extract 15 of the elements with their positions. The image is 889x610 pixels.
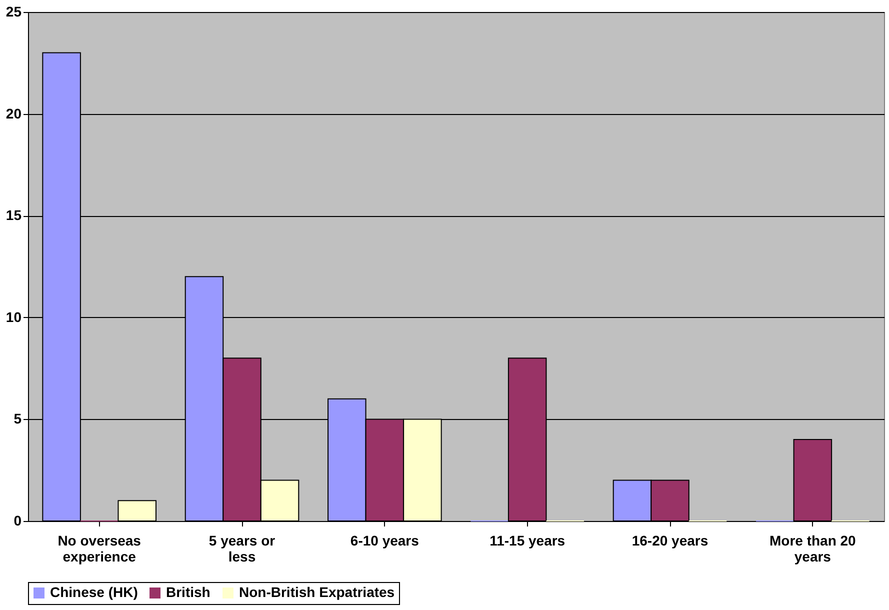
legend-label: British xyxy=(166,584,210,600)
x-tick-label: More than 20 years xyxy=(769,532,856,564)
x-tick-label: 5 years or less xyxy=(208,532,276,564)
y-tick-label: 20 xyxy=(6,105,22,122)
legend-label: Non-British Expatriates xyxy=(239,584,395,600)
x-tick-label: 11-15 years xyxy=(490,532,566,548)
y-tick-label: 5 xyxy=(14,410,22,427)
y-tick-label: 0 xyxy=(14,512,22,528)
x-tick-label: 16-20 years xyxy=(632,532,708,548)
x-tick-label: No overseas experience xyxy=(58,532,142,564)
y-tick-label: 25 xyxy=(6,4,22,20)
y-tick-label: 10 xyxy=(6,308,22,325)
legend-label: Chinese (HK) xyxy=(50,584,138,600)
x-tick-label: 6-10 years xyxy=(350,532,420,548)
y-tick-label: 15 xyxy=(6,207,22,224)
